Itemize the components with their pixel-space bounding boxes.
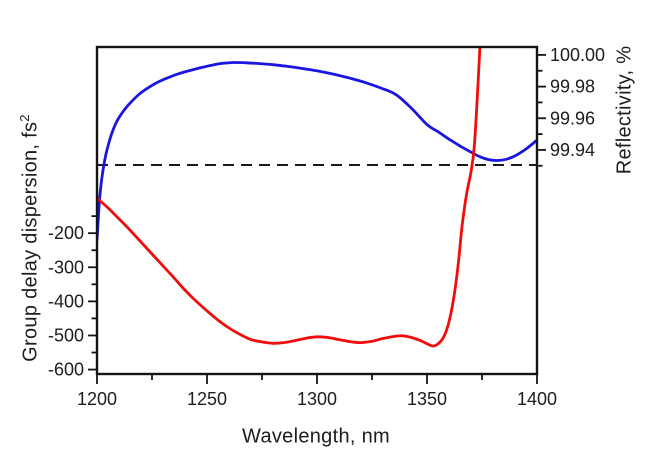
plot-frame	[95, 45, 539, 376]
x-tick-label: 1350	[407, 389, 447, 409]
reflectivity-curve	[97, 61, 537, 242]
left-axis-title-text: Group delay dispersion, fs	[19, 121, 42, 362]
right-axis-title: Reflectivity, %	[613, 45, 636, 175]
left-axis-title-superscript: 2	[16, 114, 32, 122]
left-axis-title: Group delay dispersion, fs2	[16, 114, 43, 362]
y-right-tick-label: 100.00	[550, 45, 605, 65]
y-left-tick-label: -300	[48, 257, 84, 277]
y-right-tick-label: 99.98	[550, 77, 595, 97]
x-tick-label: 1300	[297, 389, 337, 409]
x-tick-label: 1400	[517, 389, 557, 409]
y-left-tick-label: -500	[48, 325, 84, 345]
y-left-tick-label: -600	[48, 360, 84, 380]
y-left-tick-label: -200	[48, 223, 84, 243]
gdd-curve	[97, 47, 482, 348]
y-right-tick-label: 99.96	[550, 108, 595, 128]
x-axis-title: Wavelength, nm	[242, 425, 390, 448]
y-left-tick-label: -400	[48, 291, 84, 311]
x-tick-label: 1250	[187, 389, 227, 409]
y-right-tick-label: 99.94	[550, 140, 595, 160]
x-tick-label: 1200	[77, 389, 117, 409]
